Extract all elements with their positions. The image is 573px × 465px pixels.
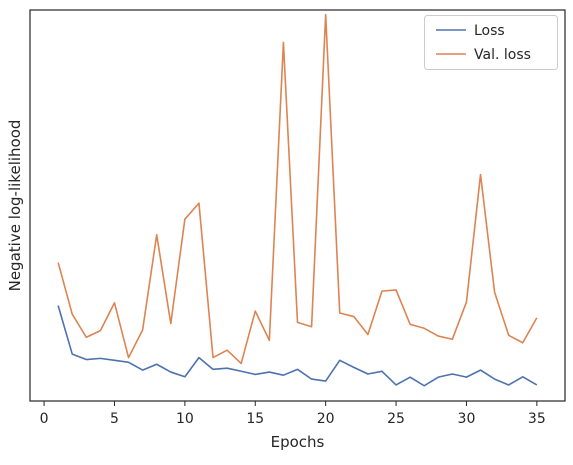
legend: Loss Val. loss <box>424 15 558 70</box>
x-tick-label: 0 <box>40 411 49 427</box>
y-axis-label: Negative log-likelihood <box>6 120 24 292</box>
legend-label-val-loss: Val. loss <box>474 47 531 63</box>
series-lines <box>57 13 538 387</box>
x-tick-label: 5 <box>110 411 119 427</box>
legend-box <box>424 15 558 70</box>
x-tick-label: 30 <box>458 411 476 427</box>
x-tick-label: 35 <box>528 411 546 427</box>
x-axis-label: Epochs <box>271 433 325 451</box>
x-tick-label: 10 <box>176 411 194 427</box>
series-line-loss <box>57 305 538 387</box>
x-tick-label: 20 <box>317 411 335 427</box>
plot-area <box>29 9 566 402</box>
series-line-val-loss <box>57 13 538 365</box>
x-tick-label: 15 <box>246 411 264 427</box>
x-tick-label: 25 <box>387 411 405 427</box>
legend-label-loss: Loss <box>474 23 505 39</box>
x-axis-ticks: 0 5 10 15 20 25 30 35 <box>40 401 546 427</box>
